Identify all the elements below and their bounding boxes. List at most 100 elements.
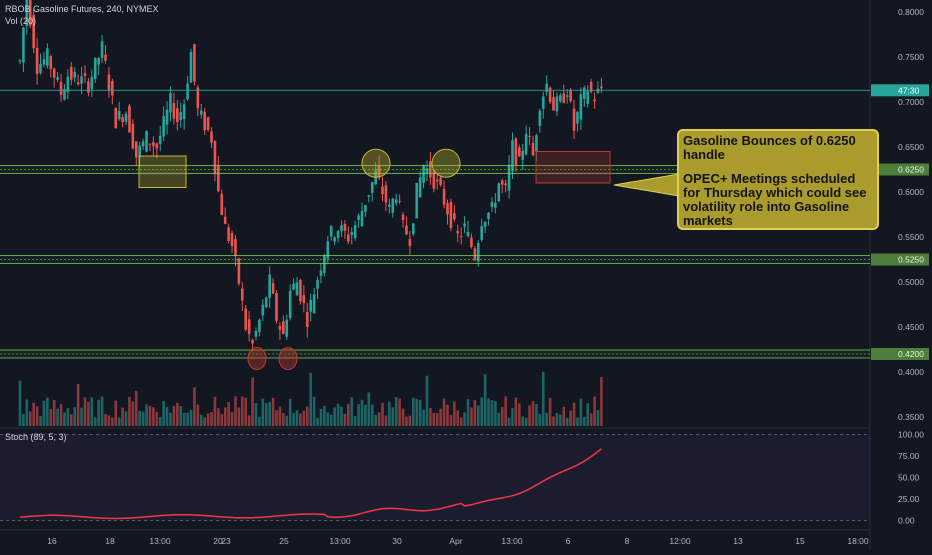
candle-body [507,164,511,191]
volume-bar [459,417,463,426]
candle-body [213,141,217,174]
candle-body [299,279,302,302]
candle-body [165,109,169,125]
level-label: 0.5250 [898,255,924,265]
candle-body [278,326,282,330]
candle-body [476,242,480,262]
volume-bar [357,404,360,426]
volume-bar [518,403,521,426]
annotation-line-2: OPEC+ Meetings scheduled for Thursday wh… [683,171,867,228]
volume-bar [583,416,586,426]
candle-body [326,241,330,259]
candle-body [66,76,70,93]
volume-bar [186,412,189,426]
candle-body [552,97,555,111]
candle-body [230,232,234,247]
volume-bar [227,402,230,426]
volume-bar [343,413,347,426]
volume-bar [295,410,299,426]
candle-body [39,64,42,73]
volume-bar [593,396,596,426]
volume-bar [117,417,121,426]
candle-body [49,56,53,70]
volume-bar [237,407,241,426]
volume-bar [370,404,374,426]
candle-body [381,186,384,195]
volume-bar [83,397,87,426]
candle-body [541,96,545,109]
candle-body [124,113,128,122]
candle-body [80,76,83,84]
candle-body [470,237,473,248]
candle-body [442,188,446,205]
volume-bar [28,411,32,426]
volume-bar [305,406,309,426]
volume-bar [49,409,53,426]
candle-body [600,86,603,89]
candle-body [25,0,29,27]
level-band [0,350,870,358]
stoch-line [19,448,602,520]
volume-bar [391,407,395,426]
candle-body [569,89,572,102]
candle-body [473,248,477,260]
volume-bar [70,414,73,426]
volume-bar [172,406,176,426]
volume-bar [350,397,354,426]
volume-bar [511,407,514,426]
candle-body [282,321,285,334]
volume-bar [230,411,234,426]
candle-body [364,204,367,212]
candle-body [169,93,172,113]
volume-bar [490,400,494,426]
volume-bar [210,412,213,426]
annotation-callout[interactable]: Gasoline Bounces of 0.6250 handle OPEC+ … [677,129,879,230]
level-label-bg [871,163,929,176]
candle-body [531,143,535,156]
current-price-label-bg [871,84,929,97]
time-tick-label: 20 [213,536,223,546]
candle-body [182,104,186,120]
candle-body [203,111,206,131]
volume-bar [487,398,490,426]
candle-body [155,143,159,149]
volume-bar [268,402,271,426]
volume-bar [196,404,200,426]
level-label-bg [871,253,929,266]
volume-label: Vol (20) [5,16,37,26]
candle-body [295,282,299,296]
candle-body [100,41,104,58]
candle-body [518,147,521,157]
candle-body [107,74,111,91]
callout-pointer [613,173,680,197]
price-tick-label: 0.4500 [898,322,924,332]
time-tick-label: 6 [566,536,571,546]
candle-body [562,93,566,103]
volume-bar [182,412,186,426]
volume-bar [555,413,559,426]
candle-body [316,279,319,289]
candle-body [459,235,463,237]
volume-bar [234,396,237,426]
candle-body [422,165,425,183]
volume-bar [388,401,391,426]
candle-body [52,68,56,78]
candle-body [32,14,35,49]
time-tick-label: 18 [105,536,115,546]
level-band [0,165,870,174]
volume-bar [206,413,210,426]
candle-body [329,226,333,237]
candle-body [90,76,94,90]
symbol-title: RBOB Gasoline Futures, 240, NYMEX [5,4,159,14]
candle-body [292,283,295,290]
volume-bar [124,411,128,426]
candle-body [555,96,559,112]
candle-body [138,145,141,157]
candle-body [305,311,309,327]
volume-bar [100,396,104,426]
candle-body [535,135,538,152]
candle-body [583,87,586,99]
volume-bar [264,403,268,426]
